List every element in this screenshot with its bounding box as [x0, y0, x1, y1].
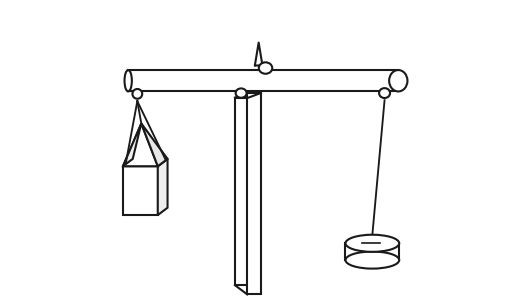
Polygon shape	[158, 159, 167, 215]
Ellipse shape	[235, 88, 247, 98]
Bar	[247, 93, 261, 294]
Polygon shape	[123, 124, 142, 166]
Bar	[128, 70, 398, 91]
Ellipse shape	[133, 89, 142, 99]
Ellipse shape	[389, 70, 408, 91]
Bar	[123, 166, 158, 215]
Ellipse shape	[125, 70, 132, 91]
Ellipse shape	[345, 252, 399, 269]
Ellipse shape	[379, 88, 390, 98]
Polygon shape	[123, 124, 158, 166]
Ellipse shape	[259, 62, 272, 74]
Ellipse shape	[345, 235, 399, 252]
Polygon shape	[123, 159, 167, 166]
Bar	[345, 243, 399, 260]
Bar	[235, 98, 249, 285]
Polygon shape	[142, 124, 167, 166]
